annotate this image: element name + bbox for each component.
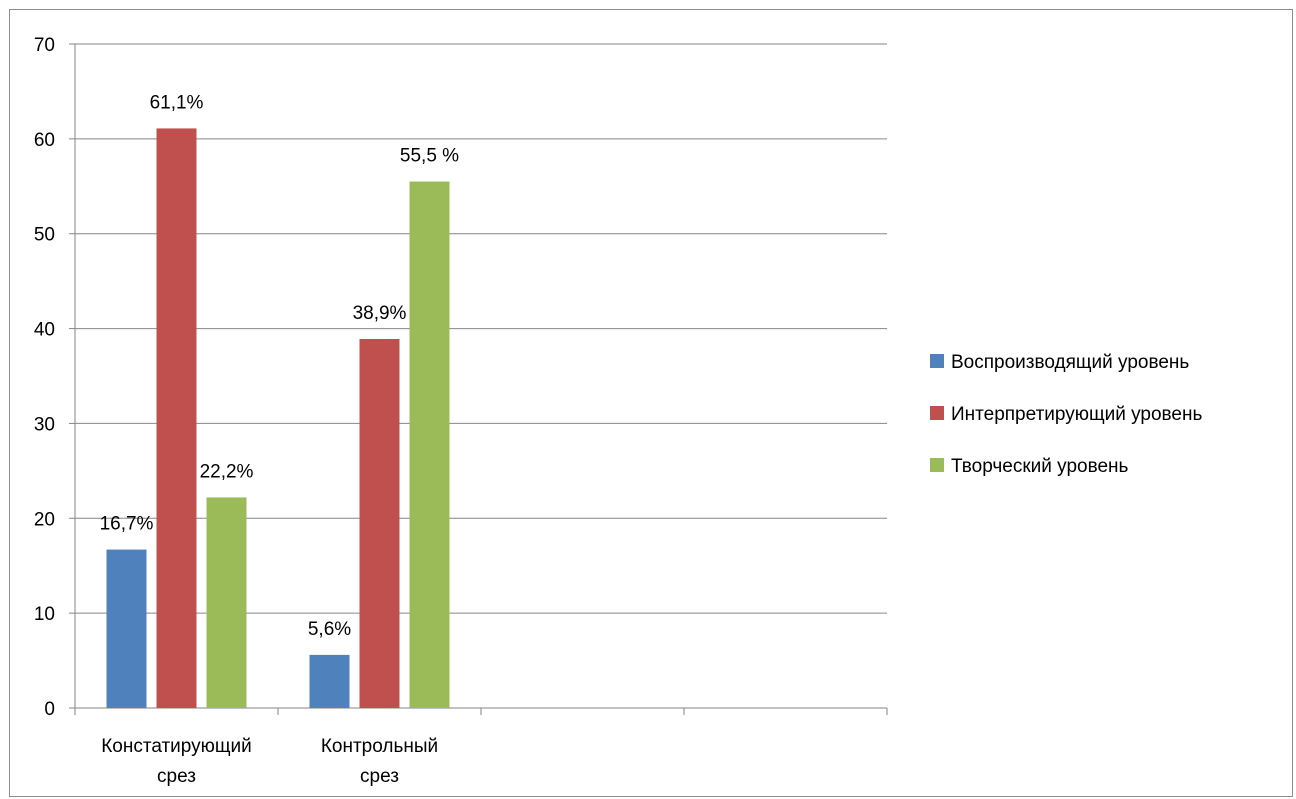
bar [359, 339, 400, 708]
legend-swatch [930, 354, 944, 368]
bar [206, 497, 247, 708]
x-category-label-line: срез [360, 766, 399, 787]
y-tick-label: 20 [34, 509, 55, 530]
y-tick-label: 40 [34, 320, 55, 341]
y-tick-label: 10 [34, 604, 55, 625]
data-label: 22,2% [200, 461, 254, 482]
data-label: 5,6% [308, 619, 351, 640]
data-label: 61,1% [150, 92, 204, 113]
x-category-label: Констатирующий срез [101, 736, 252, 787]
y-tick-label: 0 [44, 699, 55, 720]
y-tick-label: 30 [34, 414, 55, 435]
data-label: 16,7% [100, 514, 154, 535]
x-category-label-line: Контрольный [321, 736, 438, 757]
legend-label: Воспроизводящий уровень [951, 352, 1189, 373]
x-category-label-line: срез [157, 766, 196, 787]
legend-swatch [930, 458, 944, 472]
y-tick-label: 60 [34, 130, 55, 151]
data-label: 38,9% [353, 303, 407, 324]
legend-label: Интерпретирующий уровень [951, 404, 1202, 425]
bar [156, 128, 197, 708]
bar [106, 549, 147, 708]
bar [309, 654, 350, 708]
y-tick-label: 50 [34, 225, 55, 246]
y-tick-label: 70 [34, 35, 55, 56]
x-category-label: Контрольный срез [321, 736, 438, 787]
legend-label: Творческий уровень [951, 456, 1129, 477]
x-category-label-line: Констатирующий [101, 736, 252, 757]
bar [409, 181, 450, 709]
data-label: 55,5 % [400, 146, 459, 167]
legend-swatch [930, 406, 944, 420]
